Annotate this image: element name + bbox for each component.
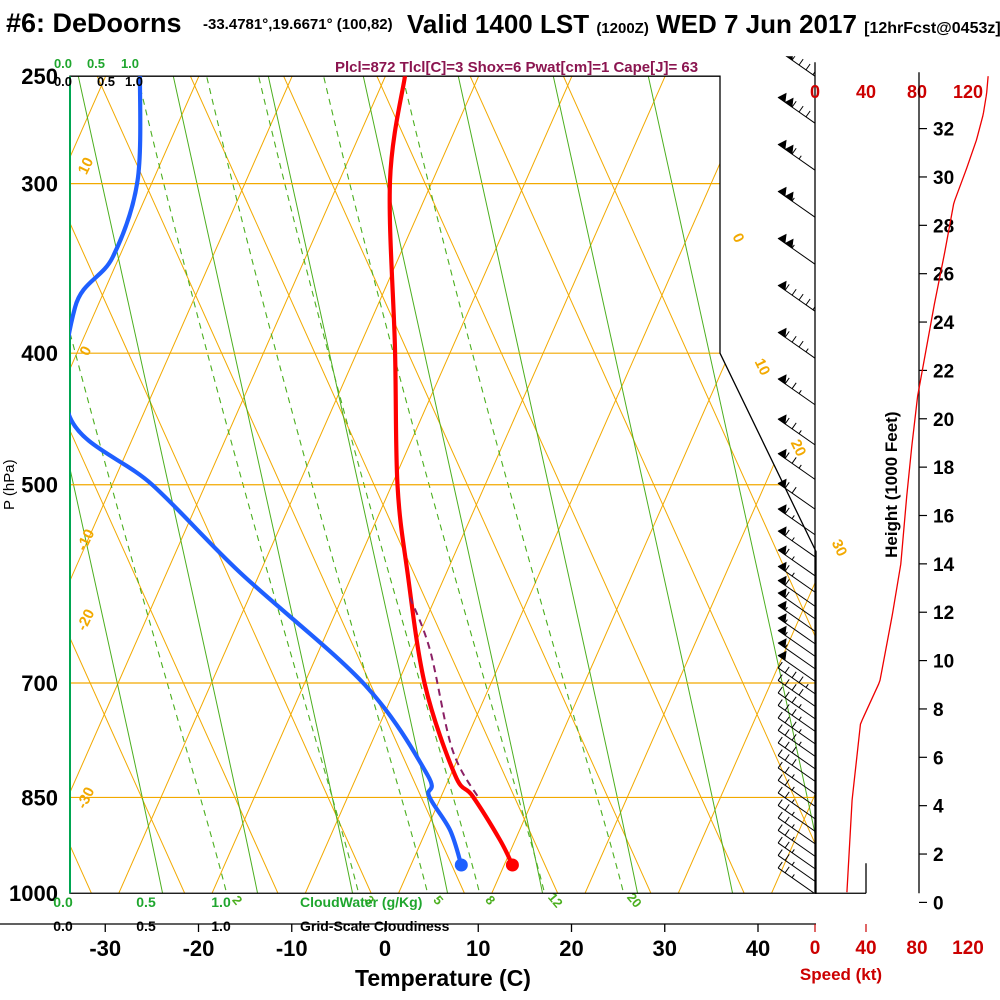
svg-text:700: 700 (21, 671, 58, 696)
svg-text:6: 6 (933, 748, 944, 769)
svg-text:30: 30 (653, 936, 677, 961)
svg-text:Temperature (C): Temperature (C) (355, 965, 531, 991)
svg-text:0: 0 (810, 82, 820, 102)
svg-text:10: 10 (466, 936, 490, 961)
svg-text:0.0: 0.0 (53, 894, 73, 910)
svg-text:10: 10 (933, 652, 954, 673)
svg-text:120: 120 (952, 938, 984, 959)
svg-text:80: 80 (906, 938, 927, 959)
svg-text:1.0: 1.0 (211, 894, 231, 910)
svg-text:120: 120 (953, 82, 983, 102)
svg-text:32: 32 (933, 120, 954, 141)
svg-text:-20: -20 (183, 936, 215, 961)
svg-text:-10: -10 (276, 936, 308, 961)
svg-text:14: 14 (933, 555, 955, 576)
svg-text:0.5: 0.5 (97, 74, 115, 89)
svg-text:40: 40 (856, 82, 876, 102)
svg-text:0: 0 (933, 893, 944, 914)
svg-text:#6: DeDoorns: #6: DeDoorns (6, 8, 182, 38)
svg-text:2: 2 (933, 845, 944, 866)
svg-text:250: 250 (21, 64, 58, 89)
svg-text:26: 26 (933, 265, 954, 286)
svg-text:1000: 1000 (9, 881, 58, 906)
svg-text:400: 400 (21, 341, 58, 366)
svg-text:0: 0 (379, 936, 391, 961)
svg-text:0.0: 0.0 (53, 918, 73, 934)
svg-text:CloudWater (g/Kg): CloudWater (g/Kg) (300, 894, 422, 910)
svg-text:1.0: 1.0 (211, 918, 231, 934)
svg-text:20: 20 (933, 410, 954, 431)
svg-text:40: 40 (855, 938, 876, 959)
svg-text:16: 16 (933, 507, 954, 528)
svg-text:850: 850 (21, 785, 58, 810)
svg-text:40: 40 (746, 936, 770, 961)
svg-text:22: 22 (933, 361, 954, 382)
svg-text:80: 80 (907, 82, 927, 102)
svg-text:Grid-Scale Cloudiness: Grid-Scale Cloudiness (300, 918, 450, 934)
svg-text:0.5: 0.5 (136, 918, 156, 934)
svg-text:-33.4781°,19.6671° (100,82): -33.4781°,19.6671° (100,82) (203, 16, 393, 33)
svg-text:30: 30 (933, 168, 954, 189)
svg-text:P (hPa): P (hPa) (1, 459, 18, 510)
svg-text:500: 500 (21, 473, 58, 498)
svg-text:Height (1000 Feet): Height (1000 Feet) (882, 411, 901, 557)
svg-text:18: 18 (933, 458, 954, 479)
svg-text:300: 300 (21, 172, 58, 197)
svg-text:-30: -30 (89, 936, 121, 961)
svg-text:0.0: 0.0 (54, 74, 72, 89)
svg-text:0: 0 (810, 938, 821, 959)
svg-text:20: 20 (559, 936, 583, 961)
svg-text:4: 4 (933, 797, 944, 818)
svg-text:1.0: 1.0 (125, 74, 143, 89)
svg-text:0.0: 0.0 (54, 56, 72, 71)
svg-text:Plcl=872 Tlcl[C]=3 Shox=6 Pwat: Plcl=872 Tlcl[C]=3 Shox=6 Pwat[cm]=1 Cap… (335, 59, 698, 76)
svg-text:0.5: 0.5 (87, 56, 105, 71)
svg-text:12: 12 (933, 603, 954, 624)
svg-text:8: 8 (933, 700, 944, 721)
svg-text:Speed (kt): Speed (kt) (800, 965, 882, 984)
svg-text:1.0: 1.0 (121, 56, 139, 71)
svg-text:24: 24 (933, 313, 955, 334)
svg-text:0.5: 0.5 (136, 894, 156, 910)
